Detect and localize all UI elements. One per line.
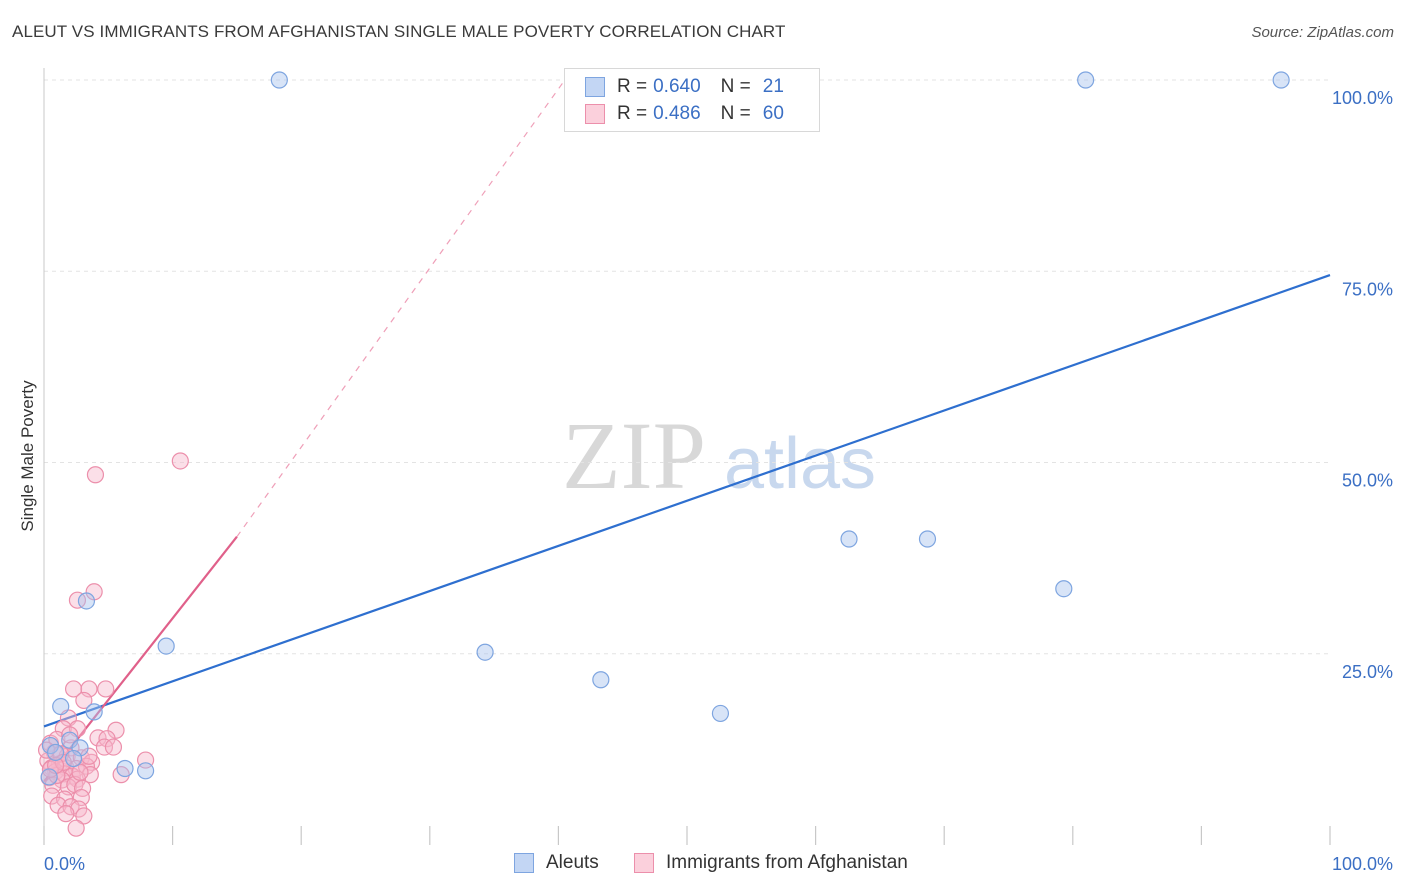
legend-n-value: 21 bbox=[762, 76, 784, 97]
watermark-zip: ZIP bbox=[562, 402, 706, 509]
afghanistan-point bbox=[77, 757, 96, 775]
x-tick-label: 0.0% bbox=[44, 854, 85, 874]
legend-swatch-afghanistan bbox=[585, 104, 605, 124]
axes bbox=[43, 68, 1331, 845]
legend-r-value: 0.486 bbox=[653, 103, 701, 124]
aleut-point bbox=[1055, 580, 1073, 598]
afghanistan-point bbox=[57, 805, 75, 823]
trend-line-aleuts bbox=[43, 274, 1331, 728]
legend-n-value: 60 bbox=[762, 103, 784, 124]
afghanistan-point bbox=[67, 819, 85, 837]
afghanistan-point bbox=[95, 738, 114, 756]
legend-label-afghanistan: Immigrants from Afghanistan bbox=[666, 852, 908, 873]
aleut-point bbox=[46, 743, 65, 762]
aleut-point bbox=[71, 739, 89, 757]
legend-row-afghanistan: R = 0.486 N = 60 bbox=[585, 102, 784, 126]
aleut-point bbox=[40, 768, 58, 786]
legend-item-afghanistan[interactable]: Immigrants from Afghanistan bbox=[634, 852, 908, 874]
afghanistan-point bbox=[61, 726, 79, 744]
chart-title: ALEUT VS IMMIGRANTS FROM AFGHANISTAN SIN… bbox=[12, 22, 786, 41]
aleut-point bbox=[840, 530, 858, 548]
aleut-point bbox=[476, 643, 494, 661]
aleut-point bbox=[711, 704, 730, 723]
y-tick-label: 75.0% bbox=[1342, 279, 1393, 299]
aleut-point bbox=[1077, 71, 1095, 89]
aleut-point bbox=[136, 762, 155, 780]
watermark: ZIP atlas bbox=[562, 402, 876, 509]
afghanistan-point bbox=[89, 729, 107, 747]
afghanistan-point bbox=[43, 787, 61, 805]
aleut-point bbox=[1272, 71, 1290, 89]
watermark-atlas: atlas bbox=[724, 424, 876, 504]
aleut-point bbox=[85, 703, 103, 721]
legend-r-label: R = bbox=[617, 103, 648, 124]
afghanistan-point bbox=[75, 807, 93, 825]
aleut-point bbox=[157, 637, 175, 655]
afghanistan-point bbox=[81, 766, 99, 784]
y-tick-label: 25.0% bbox=[1342, 662, 1393, 682]
legend-swatch-aleuts bbox=[585, 77, 605, 97]
source-label: Source: ZipAtlas.com bbox=[1251, 24, 1394, 41]
trend-line-extension bbox=[236, 79, 566, 538]
afghanistan-point bbox=[104, 738, 123, 756]
legend-r-value: 0.640 bbox=[653, 76, 701, 97]
data-points bbox=[37, 71, 1290, 837]
afghanistan-point bbox=[86, 466, 105, 484]
y-tick-label: 100.0% bbox=[1332, 88, 1393, 108]
aleut-point bbox=[918, 530, 937, 548]
afghanistan-point bbox=[75, 691, 93, 710]
aleut-point bbox=[52, 697, 70, 716]
legend-item-aleuts[interactable]: Aleuts bbox=[514, 852, 599, 874]
aleut-point bbox=[592, 671, 610, 689]
aleut-point bbox=[116, 759, 134, 778]
afghanistan-point bbox=[97, 680, 115, 698]
stats-legend: R = 0.640 N = 21 R = 0.486 N = 60 bbox=[564, 68, 820, 132]
series-legend: Aleuts Immigrants from Afghanistan bbox=[0, 852, 1406, 878]
legend-swatch-afghanistan bbox=[634, 853, 654, 873]
aleut-point bbox=[64, 749, 83, 768]
legend-row-aleuts: R = 0.640 N = 21 bbox=[585, 75, 784, 99]
y-tick-label: 50.0% bbox=[1342, 471, 1393, 491]
grid bbox=[44, 79, 1330, 655]
afghanistan-point bbox=[71, 763, 89, 781]
afghanistan-point bbox=[68, 591, 87, 609]
legend-label-aleuts: Aleuts bbox=[546, 852, 599, 873]
legend-r-label: R = bbox=[617, 76, 648, 97]
aleut-point bbox=[270, 71, 288, 89]
legend-n-label: N = bbox=[720, 103, 751, 124]
afghanistan-point bbox=[171, 452, 189, 470]
legend-n-label: N = bbox=[720, 76, 751, 97]
legend-swatch-aleuts bbox=[514, 853, 534, 873]
aleut-point bbox=[77, 592, 96, 610]
x-tick-label: 100.0% bbox=[1332, 854, 1393, 874]
tick-labels: 25.0% 50.0% 75.0% 100.0% 0.0% 100.0% bbox=[44, 88, 1393, 874]
